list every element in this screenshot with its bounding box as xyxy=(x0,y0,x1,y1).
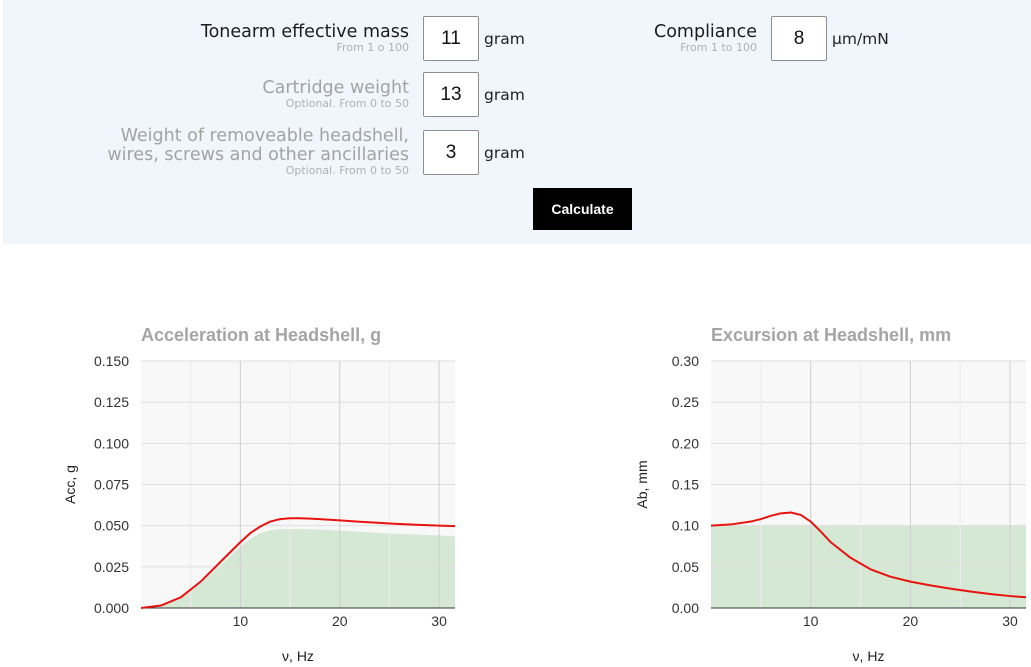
tonearm-mass-label: Tonearm effective mass xyxy=(200,22,409,42)
cartridge-weight-unit: gram xyxy=(484,86,525,104)
y-tick-label: 0.30 xyxy=(672,353,699,369)
headshell-weight-label-group: Weight of removeable headshell, wires, s… xyxy=(107,126,409,177)
excursion-chart: 0.00 0.05 0.10 0.15 0.20 0.25 0.30 10 20 30 Excurs… xyxy=(634,325,1027,664)
cartridge-weight-label-group: Cartridge weight Optional. From 0 to 50 xyxy=(262,78,409,110)
tonearm-mass-label-group: Tonearm effective mass From 1 o 100 xyxy=(200,22,409,54)
x-tick-label: 30 xyxy=(431,613,447,629)
y-tick-label: 0.150 xyxy=(94,353,129,369)
headshell-weight-hint: Optional. From 0 to 50 xyxy=(285,164,409,177)
cartridge-weight-hint: Optional. From 0 to 50 xyxy=(285,97,409,110)
acceleration-chart: 0.000 0.025 0.050 0.075 0.100 0.125 0.150 10 20 3… xyxy=(62,325,456,664)
x-tick-label: 20 xyxy=(332,613,348,629)
y-tick-label: 0.100 xyxy=(94,435,129,451)
y-tick-label: 0.075 xyxy=(94,477,129,493)
compliance-label-group: Compliance From 1 to 100 xyxy=(653,22,757,54)
y-axis-label: Acc, g xyxy=(62,465,78,504)
chart-title: Excursion at Headshell, mm xyxy=(711,325,951,345)
compliance-unit: µm/mN xyxy=(832,30,889,48)
x-tick-label: 30 xyxy=(1002,613,1018,629)
y-tick-label: 0.050 xyxy=(94,518,129,534)
cartridge-weight-label: Cartridge weight xyxy=(262,78,409,98)
curve-series xyxy=(140,517,456,609)
cartridge-weight-input[interactable] xyxy=(423,72,479,117)
headshell-weight-input[interactable] xyxy=(423,130,479,175)
x-axis-label: ν, Hz xyxy=(853,648,885,664)
tonearm-mass-hint: From 1 o 100 xyxy=(336,41,409,54)
y-tick-label: 0.025 xyxy=(94,559,129,575)
y-tick-label: 0.25 xyxy=(672,394,699,410)
y-tick-label: 0.00 xyxy=(672,600,699,616)
calculator-form-panel xyxy=(3,0,1031,244)
compliance-hint: From 1 to 100 xyxy=(680,41,757,54)
x-tick-label: 20 xyxy=(903,613,919,629)
compliance-label: Compliance xyxy=(653,22,757,42)
y-tick-label: 0.15 xyxy=(672,477,699,493)
tonearm-mass-unit: gram xyxy=(484,30,525,48)
headshell-weight-unit: gram xyxy=(484,144,525,162)
x-tick-label: 10 xyxy=(803,613,819,629)
y-axis-label: Ab, mm xyxy=(634,460,650,508)
y-tick-label: 0.125 xyxy=(94,394,129,410)
x-tick-label: 10 xyxy=(233,613,249,629)
y-tick-label: 0.20 xyxy=(672,435,699,451)
calculate-button[interactable]: Calculate xyxy=(533,188,632,230)
headshell-weight-label-line1: Weight of removeable headshell, xyxy=(120,126,409,146)
curve-series xyxy=(710,511,1027,599)
y-tick-label: 0.000 xyxy=(94,600,129,616)
x-axis-label: ν, Hz xyxy=(282,648,314,664)
headshell-weight-label-line2: wires, screws and other ancillaries xyxy=(107,145,409,165)
compliance-input[interactable] xyxy=(771,16,827,61)
area-series xyxy=(141,528,455,608)
tonearm-mass-input[interactable] xyxy=(423,16,479,61)
chart-title: Acceleration at Headshell, g xyxy=(141,325,381,345)
y-tick-label: 0.05 xyxy=(672,559,699,575)
y-tick-label: 0.10 xyxy=(672,518,699,534)
